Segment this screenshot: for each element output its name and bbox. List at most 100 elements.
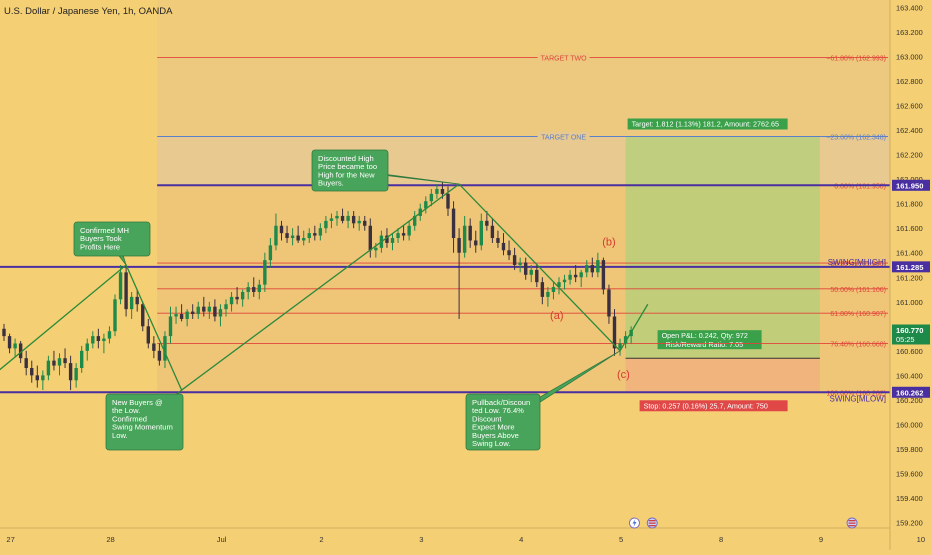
candle-body bbox=[107, 331, 112, 339]
candle-body bbox=[129, 296, 134, 310]
candle-body bbox=[407, 225, 411, 236]
time-tick-label: 5 bbox=[619, 535, 623, 544]
zigzag-pattern[interactable] bbox=[0, 183, 649, 392]
callout-text: Swing Momentum bbox=[112, 423, 173, 432]
candle bbox=[407, 220, 411, 241]
candle bbox=[46, 355, 51, 381]
candle-body bbox=[557, 282, 561, 288]
wave-label: (a) bbox=[550, 310, 563, 322]
candle-body bbox=[174, 314, 178, 317]
profit-zone bbox=[625, 136, 820, 359]
candle bbox=[340, 208, 345, 224]
price-tag[interactable] bbox=[892, 386, 930, 398]
price-tick-label: 161.800 bbox=[896, 200, 923, 209]
candle-body bbox=[240, 291, 245, 300]
candle bbox=[596, 252, 600, 278]
candle bbox=[91, 331, 95, 349]
callout-text: Buyers Took bbox=[80, 234, 122, 243]
candle-body bbox=[124, 272, 128, 310]
candle-body bbox=[157, 350, 162, 361]
candle bbox=[224, 299, 228, 317]
swing-lines[interactable]: SWING[MHIGH] SWING[MLOW] bbox=[0, 184, 890, 403]
flag-us-icon[interactable] bbox=[846, 517, 858, 529]
candle-body bbox=[68, 363, 73, 381]
candle-body bbox=[191, 311, 195, 315]
price-tag[interactable] bbox=[892, 324, 930, 345]
time-tick-label: 10 bbox=[917, 535, 925, 544]
candle-body bbox=[96, 336, 101, 342]
event-icons[interactable] bbox=[629, 517, 858, 529]
wave-labels: (b) (a) (c) bbox=[550, 236, 630, 380]
candle bbox=[118, 265, 123, 305]
candle-body bbox=[279, 225, 284, 234]
candle bbox=[252, 277, 256, 297]
candle bbox=[263, 252, 267, 292]
candle-body bbox=[385, 235, 389, 243]
candle-body bbox=[135, 296, 139, 305]
price-tag[interactable] bbox=[892, 261, 930, 273]
candle-body bbox=[57, 358, 62, 366]
candle bbox=[368, 218, 372, 258]
flag-us-icon[interactable] bbox=[646, 517, 658, 529]
stop-label: Stop: 0.257 (0.16%) 25.7, Amount: 750 bbox=[639, 400, 788, 412]
candle-body bbox=[590, 265, 594, 273]
candle bbox=[202, 296, 206, 317]
fib-name-bg bbox=[537, 131, 590, 142]
candles bbox=[2, 181, 633, 391]
candle bbox=[218, 304, 223, 327]
candle bbox=[529, 265, 533, 283]
candle-body bbox=[46, 360, 51, 376]
candle bbox=[107, 326, 112, 344]
candle bbox=[324, 215, 328, 234]
candle-body bbox=[357, 220, 361, 224]
candle-body bbox=[152, 343, 156, 351]
candle bbox=[363, 215, 367, 231]
time-tick-label: 3 bbox=[419, 535, 423, 544]
pnl-label-bg bbox=[657, 330, 762, 350]
fib-level-label: −23.60% (162.348) bbox=[826, 134, 886, 141]
time-tick-label: 2 bbox=[319, 535, 323, 544]
candle bbox=[163, 331, 167, 368]
lightning-event-icon[interactable] bbox=[629, 517, 640, 529]
candle bbox=[191, 304, 195, 319]
candle bbox=[157, 343, 162, 366]
candle bbox=[235, 287, 239, 305]
candle bbox=[296, 225, 300, 243]
candle bbox=[30, 360, 34, 383]
candle bbox=[568, 269, 572, 285]
candle-body bbox=[474, 240, 478, 246]
price-tick-label: 162.200 bbox=[896, 151, 923, 160]
zigzag-line[interactable] bbox=[0, 183, 649, 392]
callout-text: Expect More bbox=[472, 423, 515, 432]
position-zones: Target: 1.812 (1.13%) 181.2, Amount: 276… bbox=[625, 118, 820, 412]
candle bbox=[451, 201, 456, 253]
candle-body bbox=[524, 262, 528, 275]
callout-text: Swing Low. bbox=[472, 439, 510, 448]
price-axis[interactable]: 163.400 163.200 163.000 162.800 162.600 162.4… bbox=[889, 0, 932, 550]
candle bbox=[257, 279, 261, 300]
candle-body bbox=[102, 338, 106, 342]
time-tick-label: 8 bbox=[719, 535, 723, 544]
candle-body bbox=[535, 269, 539, 283]
candle bbox=[68, 355, 73, 391]
price-tick-label: 162.800 bbox=[896, 77, 923, 86]
price-tag[interactable] bbox=[892, 179, 930, 191]
candle bbox=[179, 304, 184, 322]
candle bbox=[80, 345, 84, 373]
time-axis[interactable]: 27 28 Jul 2 3 4 5 8 9 10 bbox=[0, 527, 925, 544]
callout-pullback[interactable]: Pullback/Discounted Low. 76.4%DiscountEx… bbox=[465, 350, 621, 451]
target-label-bg bbox=[627, 118, 788, 130]
candle-body bbox=[479, 220, 483, 246]
candle-body bbox=[440, 188, 445, 194]
price-tick-label: 161.600 bbox=[896, 224, 923, 233]
callout-text: Buyers Above bbox=[472, 431, 519, 440]
time-tick-label: 27 bbox=[6, 535, 14, 544]
callout-box bbox=[105, 393, 184, 451]
candle-body bbox=[340, 215, 345, 221]
candle-body bbox=[429, 193, 434, 202]
